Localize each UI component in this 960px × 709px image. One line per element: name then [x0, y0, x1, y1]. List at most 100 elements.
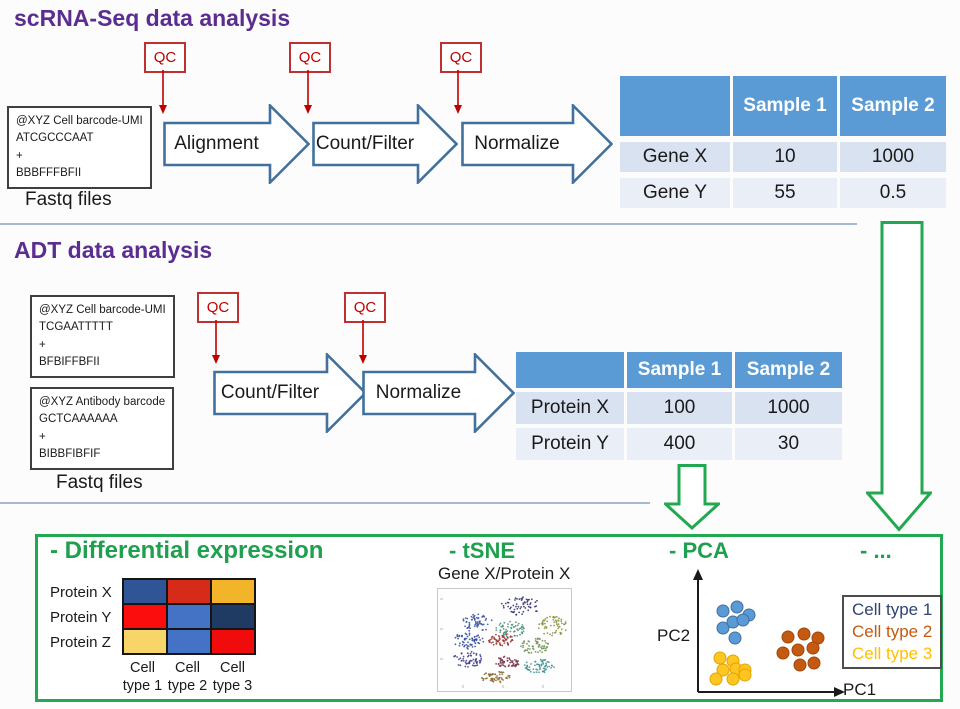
pca-point	[716, 604, 730, 618]
value-cell: 10	[733, 142, 837, 172]
heatmap-column-label: Cell type 3	[212, 660, 253, 695]
pca-point	[781, 630, 795, 644]
fastq-line: BBBFFFBFII	[16, 166, 82, 179]
heatmap-cell	[212, 605, 254, 628]
protein-expression-table: Sample 1 Sample 2 Protein X 100 1000 Protein …	[516, 352, 842, 460]
pca-title: - PCA	[669, 538, 729, 563]
heatmap-row-label: Protein Z	[50, 634, 111, 651]
value-cell: 100	[627, 392, 732, 424]
table-header-row: Sample 1 Sample 2	[620, 76, 946, 136]
pca-plot	[693, 569, 845, 697]
pca-point	[716, 621, 730, 635]
row-label-cell: Gene X	[620, 142, 730, 172]
fastq-line: BFBIFFBFII	[39, 355, 100, 368]
heatmap-cell	[124, 630, 166, 653]
fastq-file-box: @XYZ Cell barcode-UMI ATCGCCCAAT + BBBFF…	[7, 106, 152, 189]
qc-label: QC	[206, 299, 230, 316]
legend-item: Cell type 1	[852, 600, 933, 619]
pca-point	[730, 600, 744, 614]
fastq-files-caption: Fastq files	[25, 189, 112, 210]
gene-expression-table: Sample 1 Sample 2 Gene X 10 1000 Gene Y 55 0.5	[620, 76, 946, 208]
flow-down-arrow-icon	[664, 464, 720, 530]
fastq-line: @XYZ Antibody barcode	[39, 396, 166, 408]
step-label: Normalize	[375, 382, 462, 403]
legend-item: Cell type 2	[852, 622, 933, 641]
fastq-line: GCTCAAAAAA	[39, 413, 118, 426]
table-header-row: Sample 1 Sample 2	[516, 352, 842, 388]
heatmap-cell	[124, 580, 166, 603]
qc-box: QC	[144, 42, 186, 73]
tsne-plot	[437, 588, 572, 692]
step-arrow-alignment: Alignment	[163, 104, 310, 184]
fastq-line: +	[16, 149, 23, 162]
qc-box: QC	[440, 42, 482, 73]
fastq-line: TCGAATTTTT	[39, 321, 113, 334]
table-header-cell: Sample 1	[733, 76, 837, 136]
heatmap-row-label: Protein X	[50, 584, 112, 601]
heatmap-grid	[122, 578, 256, 655]
pca-point	[736, 613, 750, 627]
legend-item: Cell type 3	[852, 644, 933, 663]
step-label: Count/Filter	[220, 382, 320, 403]
fastq-line: BIBBFIBFIF	[39, 447, 101, 460]
value-cell: 0.5	[840, 178, 946, 208]
heatmap-row-labels: Protein X Protein Y Protein Z	[50, 580, 112, 655]
value-cell: 30	[735, 428, 842, 460]
pca-point	[793, 658, 807, 672]
step-arrow-count-filter: Count/Filter	[213, 353, 367, 433]
value-cell: 400	[627, 428, 732, 460]
pca-y-axis-label: PC2	[657, 626, 691, 645]
pca-point	[797, 627, 811, 641]
table-row: Gene Y 55 0.5	[620, 178, 946, 208]
pca-legend: Cell type 1 Cell type 2 Cell type 3	[842, 595, 943, 669]
fastq-line: @XYZ Cell barcode-UMI	[39, 304, 166, 316]
scrna-section-title: scRNA-Seq data analysis	[14, 5, 291, 31]
heatmap-cell	[168, 580, 210, 603]
qc-box: QC	[289, 42, 331, 73]
table-header-cell: Sample 1	[627, 352, 732, 388]
qc-label: QC	[298, 49, 322, 66]
fastq-file-box: @XYZ Antibody barcode GCTCAAAAAA + BIBBF…	[30, 387, 175, 470]
table-header-cell: Sample 2	[735, 352, 842, 388]
step-arrow-count-filter: Count/Filter	[312, 104, 458, 184]
table-row: Gene X 10 1000	[620, 142, 946, 172]
row-label-cell: Protein X	[516, 392, 624, 424]
step-label: Count/Filter	[315, 133, 415, 154]
fastq-line: +	[39, 338, 46, 351]
section-divider	[0, 502, 650, 504]
value-cell: 55	[733, 178, 837, 208]
qc-down-arrow-icon	[304, 70, 312, 114]
qc-down-arrow-icon	[359, 320, 367, 364]
more-analyses-title: - ...	[860, 538, 892, 563]
row-label-cell: Protein Y	[516, 428, 624, 460]
pca-point	[726, 672, 740, 686]
pca-point	[728, 631, 742, 645]
table-row: Protein Y 400 30	[516, 428, 842, 460]
fastq-file-box: @XYZ Cell barcode-UMI TCGAATTTTT + BFBIF…	[30, 295, 175, 378]
heatmap-column-label: Cell type 1	[122, 660, 163, 695]
qc-label: QC	[153, 49, 177, 66]
adt-section-title: ADT data analysis	[14, 237, 213, 263]
qc-label: QC	[353, 299, 377, 316]
heatmap-cell	[168, 630, 210, 653]
pca-point	[709, 672, 723, 686]
table-header-cell	[620, 76, 730, 136]
step-label: Normalize	[474, 133, 560, 154]
step-arrow-normalize: Normalize	[461, 104, 613, 184]
heatmap-column-labels: Cell type 1 Cell type 2 Cell type 3	[120, 659, 255, 695]
qc-label: QC	[449, 49, 473, 66]
qc-box: QC	[197, 292, 239, 323]
heatmap-cell	[212, 580, 254, 603]
qc-down-arrow-icon	[454, 70, 462, 114]
heatmap-cell	[168, 605, 210, 628]
table-header-cell: Sample 2	[840, 76, 946, 136]
pca-point	[807, 656, 821, 670]
pca-point	[791, 643, 805, 657]
step-label: Alignment	[174, 133, 259, 154]
tsne-subtitle: Gene X/Protein X	[438, 564, 571, 583]
tsne-title: - tSNE	[449, 538, 515, 563]
qc-box: QC	[344, 292, 386, 323]
qc-down-arrow-icon	[212, 320, 220, 364]
table-header-cell	[516, 352, 624, 388]
